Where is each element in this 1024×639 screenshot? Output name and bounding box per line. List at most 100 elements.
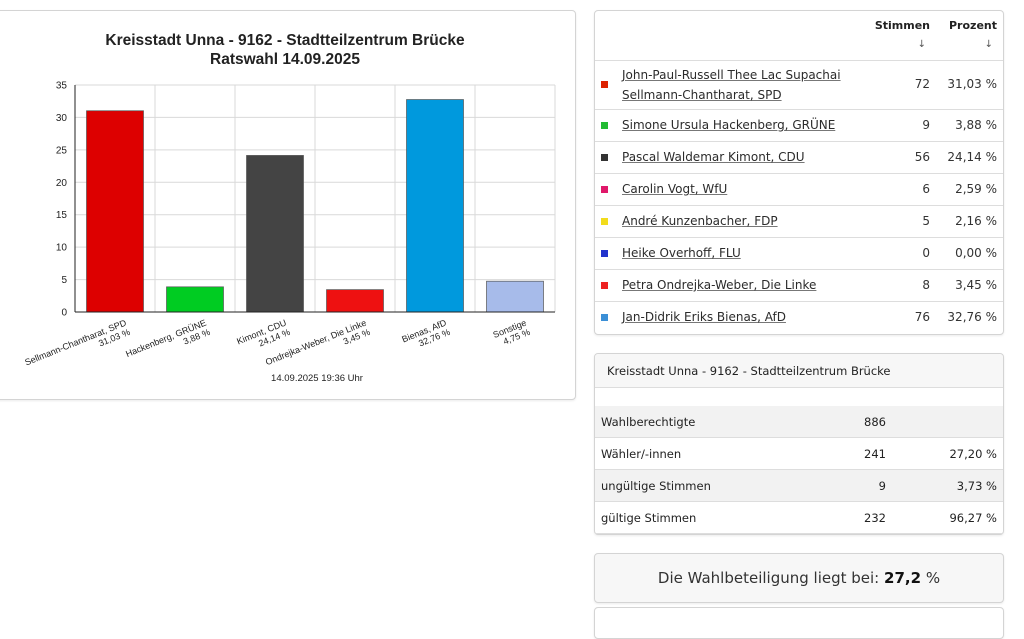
statistics-header: Kreisstadt Unna - 9162 - Stadtteilzentru… (595, 354, 1003, 388)
turnout-text: Die Wahlbeteiligung liegt bei: (657, 569, 880, 587)
statistics-row: Wähler/-innen 241 27,20 % (595, 438, 1003, 470)
candidate-name-link[interactable]: Petra Ondrejka-Weber, Die Linke (622, 275, 862, 295)
party-color-swatch (601, 81, 608, 88)
bar (406, 99, 464, 313)
party-color-swatch (601, 186, 608, 193)
turnout-value: 27,2 (884, 569, 922, 587)
candidate-votes: 72 (914, 77, 930, 91)
statistics-title: Kreisstadt Unna - 9162 - Stadtteilzentru… (607, 364, 891, 378)
statistics-percent: 3,73 % (956, 479, 997, 493)
statistics-row: gültige Stimmen 232 96,27 % (595, 502, 1003, 534)
candidate-name-line: Jan-Didrik Eriks Bienas, AfD (622, 310, 786, 324)
statistics-label: ungültige Stimmen (601, 479, 711, 493)
statistics-label: Wähler/-innen (601, 447, 682, 461)
candidate-votes: 56 (914, 150, 930, 164)
y-tick-label: 0 (61, 308, 67, 319)
candidate-name-link[interactable]: André Kunzenbacher, FDP (622, 211, 862, 231)
candidate-name-link[interactable]: Simone Ursula Hackenberg, GRÜNE (622, 115, 862, 135)
y-tick-label: 20 (56, 178, 68, 189)
candidate-name-line: Heike Overhoff, FLU (622, 246, 741, 260)
party-color-swatch (601, 282, 608, 289)
candidate-name-line: Sellmann-Chantharat, SPD (622, 88, 782, 102)
statistics-row: Wahlberechtigte 886 (595, 406, 1003, 438)
candidate-name-line: Petra Ondrejka-Weber, Die Linke (622, 278, 817, 292)
next-panel (594, 607, 1004, 639)
column-header-votes[interactable]: Stimmen (874, 19, 930, 32)
statistics-value: 886 (864, 415, 886, 429)
statistics-value: 9 (878, 479, 886, 493)
y-tick-label: 15 (56, 210, 68, 221)
bar (86, 110, 144, 313)
party-color-swatch (601, 154, 608, 161)
y-tick-label: 30 (56, 113, 68, 124)
statistics-value: 232 (864, 511, 886, 525)
candidate-name-link[interactable]: Heike Overhoff, FLU (622, 243, 862, 263)
candidate-name-line: Pascal Waldemar Kimont, CDU (622, 150, 805, 164)
bars (86, 99, 544, 313)
axes (74, 85, 555, 313)
chart-title: Kreisstadt Unna - 9162 - Stadtteilzentru… (105, 32, 465, 49)
column-header-percent[interactable]: Prozent (949, 19, 997, 32)
bar (166, 286, 224, 313)
candidate-percent: 2,16 % (955, 214, 997, 228)
party-color-swatch (601, 250, 608, 257)
table-row: Heike Overhoff, FLU 0 0,00 % (595, 238, 1003, 270)
sort-arrow-icon[interactable]: ↓ (917, 39, 926, 50)
candidate-votes: 76 (914, 310, 930, 324)
x-tick-label: Sonstige4,75 % (492, 318, 532, 350)
table-row: Pascal Waldemar Kimont, CDU 56 24,14 % (595, 142, 1003, 174)
y-tick-label: 10 (56, 243, 68, 254)
table-row: Petra Ondrejka-Weber, Die Linke 8 3,45 % (595, 270, 1003, 302)
bar (246, 155, 304, 313)
x-tick-label: Bienas, AfD32,76 % (400, 317, 452, 353)
y-tick-label: 35 (56, 81, 68, 92)
candidate-name-link[interactable]: John-Paul-Russell Thee Lac Supachai Sellm… (622, 65, 862, 105)
chart-panel: Kreisstadt Unna - 9162 - Stadtteilzentru… (0, 10, 576, 400)
candidate-votes: 9 (922, 118, 930, 132)
candidate-percent: 32,76 % (947, 310, 997, 324)
turnout-line: Die Wahlbeteiligung liegt bei: 27,2 % (595, 569, 1003, 587)
statistics-label: Wahlberechtigte (601, 415, 696, 429)
party-color-swatch (601, 218, 608, 225)
y-tick-label: 5 (61, 275, 67, 286)
bar (326, 289, 384, 313)
x-tick-label: Sellmann-Chantharat, SPD31,03 % (23, 317, 132, 376)
table-row: Simone Ursula Hackenberg, GRÜNE 9 3,88 % (595, 110, 1003, 142)
table-row: André Kunzenbacher, FDP 5 2,16 % (595, 206, 1003, 238)
chart-subtitle: Ratswahl 14.09.2025 (210, 51, 360, 68)
table-header: Stimmen Prozent ↓ ↓ (595, 11, 1003, 61)
y-tick-label: 25 (56, 145, 68, 156)
party-color-swatch (601, 314, 608, 321)
bar (486, 280, 544, 313)
candidate-votes: 6 (922, 182, 930, 196)
table-row: John-Paul-Russell Thee Lac Supachai Sellm… (595, 60, 1003, 110)
candidate-name-line: André Kunzenbacher, FDP (622, 214, 778, 228)
candidate-name-line: John-Paul-Russell Thee Lac Supachai (622, 68, 841, 82)
party-color-swatch (601, 122, 608, 129)
sort-arrow-icon[interactable]: ↓ (984, 39, 993, 50)
statistics-percent: 96,27 % (949, 511, 997, 525)
turnout-unit: % (925, 569, 941, 587)
candidate-name-line: Simone Ursula Hackenberg, GRÜNE (622, 118, 836, 132)
bar-chart: Kreisstadt Unna - 9162 - Stadtteilzentru… (23, 32, 556, 384)
candidate-percent: 3,88 % (955, 118, 997, 132)
candidate-name-link[interactable]: Pascal Waldemar Kimont, CDU (622, 147, 862, 167)
candidate-votes: 5 (922, 214, 930, 228)
table-row: Carolin Vogt, WfU 6 2,59 % (595, 174, 1003, 206)
turnout-panel: Die Wahlbeteiligung liegt bei: 27,2 % (594, 553, 1004, 603)
candidate-name-link[interactable]: Carolin Vogt, WfU (622, 179, 862, 199)
candidate-percent: 3,45 % (955, 278, 997, 292)
gridlines (75, 84, 556, 312)
candidate-votes: 8 (922, 278, 930, 292)
x-tick-label: Hackenberg, GRÜNE3,88 % (124, 318, 211, 369)
results-table: Stimmen Prozent ↓ ↓ John-Paul-Russell Th… (594, 10, 1004, 335)
candidate-percent: 0,00 % (955, 246, 997, 260)
statistics-row: ungültige Stimmen 9 3,73 % (595, 470, 1003, 502)
candidate-name-link[interactable]: Jan-Didrik Eriks Bienas, AfD (622, 307, 862, 327)
statistics-label: gültige Stimmen (601, 511, 697, 525)
candidate-percent: 24,14 % (947, 150, 997, 164)
statistics-percent: 27,20 % (949, 447, 997, 461)
chart-timestamp: 14.09.2025 19:36 Uhr (271, 373, 363, 384)
table-row: Jan-Didrik Eriks Bienas, AfD 76 32,76 % (595, 302, 1003, 333)
candidate-name-line: Carolin Vogt, WfU (622, 182, 728, 196)
